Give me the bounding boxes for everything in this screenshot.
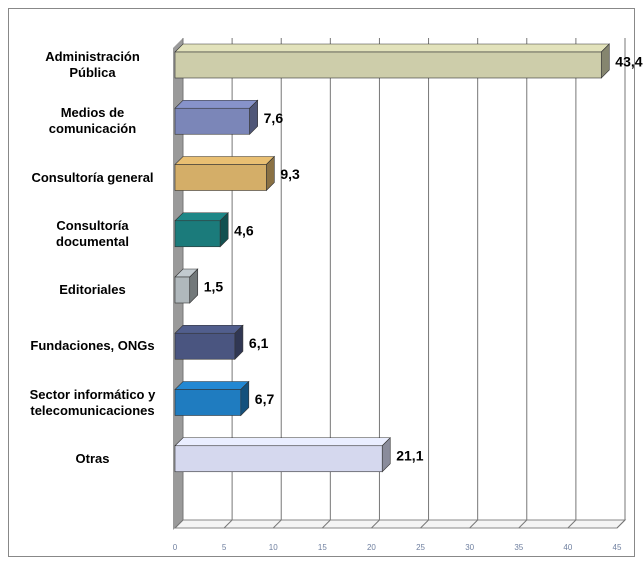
tick-mark [518, 519, 528, 529]
bar-side [219, 212, 229, 248]
tick-mark [567, 519, 577, 529]
x-tick-label: 25 [416, 543, 425, 552]
bar-side [240, 380, 250, 417]
category-label: Medios de comunicación [48, 105, 137, 137]
bar [174, 276, 191, 304]
tick-mark [321, 519, 331, 529]
value-label: 21,1 [396, 447, 423, 463]
bar-top [174, 156, 276, 165]
bar [174, 107, 250, 135]
x-tick-label: 0 [173, 543, 178, 552]
bar [174, 332, 236, 360]
bar-top [174, 99, 259, 109]
bar-side [189, 268, 199, 304]
tick-mark [420, 519, 429, 529]
value-label: 43,4 [615, 54, 642, 70]
bar-top [174, 212, 229, 222]
category-label: Administración Pública [45, 49, 140, 80]
tick-mark [174, 519, 184, 529]
bar-side [234, 324, 244, 360]
tick-mark [223, 519, 233, 529]
bar [174, 389, 242, 416]
value-label: 6,7 [255, 391, 275, 407]
bar-top [174, 437, 391, 447]
bar-top [174, 43, 611, 53]
bar [174, 445, 383, 473]
bar-top [174, 324, 244, 334]
tick-mark [616, 519, 626, 529]
x-tick-label: 5 [222, 543, 227, 552]
value-label: 6,1 [249, 335, 269, 351]
value-label: 1,5 [204, 279, 224, 295]
tick-mark [469, 519, 479, 529]
tick-mark [272, 519, 282, 529]
value-label: 7,6 [264, 110, 284, 126]
value-label: 4,6 [234, 222, 254, 238]
bar [174, 51, 602, 79]
x-tick-label: 40 [563, 543, 572, 552]
category-label: Editoriales [59, 282, 126, 297]
x-tick-label: 30 [465, 543, 474, 552]
category-label: Otras [75, 450, 110, 466]
x-tick-label: 35 [514, 543, 523, 552]
tick-mark [371, 519, 380, 529]
bar [174, 220, 221, 248]
chart-border [8, 8, 635, 557]
bar-side [600, 43, 610, 79]
bar [174, 164, 267, 191]
x-tick-label: 45 [613, 543, 622, 552]
floor [173, 519, 627, 529]
category-label: Fundaciones, ONGs [30, 338, 155, 354]
bar-top [174, 381, 250, 390]
bar-side [266, 155, 275, 192]
category-label: Sector informático y telecomunicaciones [29, 386, 156, 418]
x-tick-label: 20 [367, 543, 376, 552]
category-label: Consultoría general [31, 169, 154, 185]
x-tick-label: 15 [318, 543, 327, 552]
bar-side [381, 437, 391, 473]
x-tick-label: 10 [269, 543, 278, 552]
category-label: Consultoría documental [56, 217, 129, 249]
value-label: 9,3 [280, 166, 300, 182]
bar-side [249, 99, 258, 135]
